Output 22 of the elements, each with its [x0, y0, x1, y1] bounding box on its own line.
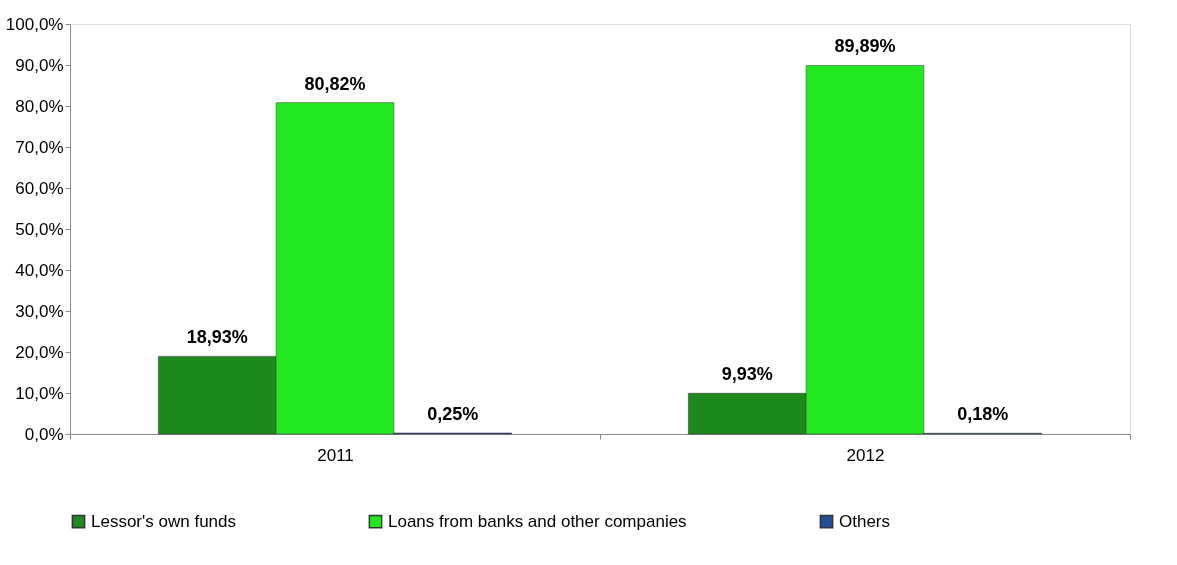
y-tick-label: 50,0%: [15, 219, 64, 239]
y-tick-label: 20,0%: [15, 342, 64, 362]
data-label: 89,89%: [834, 36, 896, 57]
y-tick-label: 60,0%: [15, 178, 64, 198]
y-tick-label: 80,0%: [15, 96, 64, 116]
data-label: 0,18%: [957, 404, 1009, 425]
y-tick-label: 90,0%: [15, 55, 64, 75]
data-label: 0,25%: [427, 403, 479, 424]
x-tick-label: 2011: [317, 445, 354, 465]
data-label: 9,93%: [721, 364, 773, 385]
y-tick-label: 30,0%: [15, 301, 64, 321]
x-tick-label: 2012: [846, 445, 885, 465]
y-tick-label: 0,0%: [24, 424, 64, 444]
y-tick-label: 40,0%: [15, 260, 64, 280]
y-tick-label: 10,0%: [15, 383, 64, 403]
legend-label: Loans from banks and other companies: [388, 511, 687, 531]
y-tick-label: 100,0%: [5, 14, 64, 34]
legend-label: Lessor's own funds: [91, 511, 236, 531]
data-label: 80,82%: [304, 73, 366, 94]
legend-label: Others: [839, 511, 891, 531]
y-tick-label: 70,0%: [15, 137, 64, 157]
data-label: 18,93%: [186, 327, 248, 348]
